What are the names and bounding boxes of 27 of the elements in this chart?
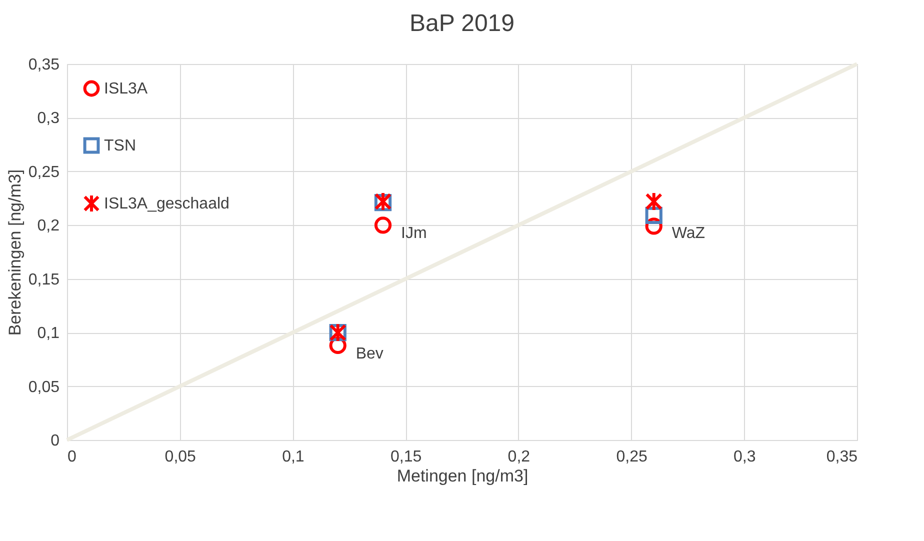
annotation: Bev xyxy=(356,345,384,362)
x-tick-label: 0,05 xyxy=(164,448,196,466)
y-tick-label: 0,05 xyxy=(28,378,60,396)
x-axis-title: Metingen [ng/m3] xyxy=(396,466,528,486)
annotation: WaZ xyxy=(672,225,706,242)
y-tick-label: 0,2 xyxy=(37,218,60,235)
y-tick-label: 0 xyxy=(50,432,60,450)
annotation: IJm xyxy=(401,225,427,242)
point xyxy=(645,192,662,212)
x-tick-label: 0,3 xyxy=(734,448,756,466)
y-tick-label: 0,25 xyxy=(28,164,60,181)
x-tick-label: 0,35 xyxy=(826,448,858,466)
legend-label: ISL3A_geschaald xyxy=(104,196,230,212)
x-tick-label: 0,2 xyxy=(508,448,530,466)
legend-label: ISL3A xyxy=(104,80,148,98)
y-tick-label: 0,35 xyxy=(28,56,60,74)
y-tick-label: 0,15 xyxy=(28,271,60,288)
chart-title: BaP 2019 xyxy=(410,10,514,37)
y-axis-title: Berekeningen [ng/m3] xyxy=(5,169,24,336)
x-tick-label: 0 xyxy=(68,448,76,466)
y-tick-label: 0,3 xyxy=(37,110,60,128)
y-tick-label: 0,1 xyxy=(37,325,60,342)
point xyxy=(374,216,392,234)
x-tick-label: 0,1 xyxy=(282,448,304,466)
x-tick-label: 0,15 xyxy=(390,448,422,466)
x-tick-label: 0,25 xyxy=(616,448,648,466)
legend-label: TSN xyxy=(104,138,136,154)
